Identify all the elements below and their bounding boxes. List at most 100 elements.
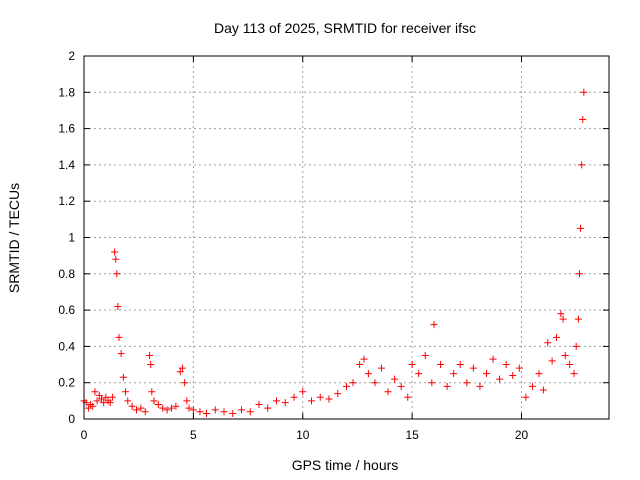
data-point [154, 400, 162, 408]
data-point [112, 255, 120, 263]
data-point [349, 379, 357, 387]
y-tick-label: 0 [68, 412, 75, 426]
x-tick-label: 10 [296, 428, 310, 442]
data-point [91, 388, 99, 396]
y-tick-label: 0.4 [58, 339, 75, 353]
data-point [264, 404, 272, 412]
data-point [316, 393, 324, 401]
data-point [570, 370, 578, 378]
data-point [515, 364, 523, 372]
data-point [255, 400, 263, 408]
data-point [115, 333, 123, 341]
data-point [421, 351, 429, 359]
data-point [203, 410, 210, 418]
data-point [196, 408, 204, 416]
data-point [384, 388, 392, 396]
y-tick-label: 1.4 [58, 158, 75, 172]
y-tick-label: 0.6 [58, 303, 75, 317]
data-point [343, 382, 350, 390]
x-tick-label: 0 [81, 428, 88, 442]
data-point [578, 161, 586, 169]
y-tick-label: 0.8 [58, 267, 75, 281]
y-tick-label: 1.2 [58, 194, 75, 208]
data-point [483, 370, 490, 378]
data-point [124, 397, 132, 405]
data-point [544, 339, 552, 347]
y-tick-label: 1 [68, 231, 75, 245]
chart-title: Day 113 of 2025, SRMTID for receiver ifs… [214, 20, 476, 36]
data-point [290, 393, 298, 401]
data-point [489, 355, 497, 363]
data-point [566, 361, 574, 369]
x-tick-label: 5 [190, 428, 197, 442]
data-point [84, 404, 92, 412]
data-point [128, 402, 136, 410]
data-point [119, 373, 127, 381]
data-point [456, 361, 464, 369]
data-point [189, 406, 197, 414]
data-point [150, 397, 158, 405]
data-point [476, 382, 484, 390]
data-point [106, 399, 114, 407]
data-point [100, 399, 108, 407]
data-point [141, 408, 149, 416]
data-point [114, 302, 122, 310]
data-point [95, 391, 103, 399]
data-point [325, 395, 333, 403]
data-point [502, 361, 510, 369]
x-tick-label: 15 [405, 428, 419, 442]
y-tick-label: 1.8 [58, 85, 75, 99]
data-point [579, 116, 587, 124]
data-point [528, 382, 536, 390]
data-point [102, 393, 110, 401]
data-point [574, 315, 582, 323]
data-point [559, 315, 567, 323]
data-point [176, 368, 184, 376]
data-point [111, 248, 119, 256]
data-point [146, 351, 154, 359]
data-point [577, 224, 585, 232]
data-point [496, 375, 504, 383]
data-point [356, 361, 364, 369]
data-point [463, 379, 471, 387]
data-point [220, 408, 228, 416]
points-layer [80, 88, 588, 418]
data-point [548, 357, 556, 365]
data-point [246, 408, 254, 416]
data-point [178, 364, 186, 372]
data-point [360, 355, 368, 363]
data-point [89, 402, 97, 410]
x-axis-label: GPS time / hours [292, 457, 399, 473]
data-point [185, 404, 193, 412]
data-point [580, 88, 588, 96]
data-point [443, 382, 451, 390]
data-point [229, 410, 237, 418]
data-point [211, 406, 219, 414]
data-point [437, 361, 445, 369]
data-point [397, 382, 405, 390]
data-point [371, 379, 379, 387]
data-point [408, 361, 416, 369]
y-axis-label: SRMTID / TECUs [6, 183, 22, 293]
data-point [159, 404, 167, 412]
data-point [168, 404, 175, 412]
data-point [113, 270, 121, 278]
data-point [522, 393, 530, 401]
ticks-layer: 00.20.40.60.811.21.41.61.820 5 10 15 20 [58, 49, 609, 442]
data-point [391, 375, 399, 383]
data-point [163, 406, 171, 414]
data-point [404, 393, 412, 401]
data-point [539, 386, 547, 394]
data-point [137, 404, 145, 412]
data-point [172, 402, 180, 410]
data-point [334, 390, 342, 398]
data-point [469, 364, 477, 372]
data-point [148, 388, 156, 396]
data-point [238, 406, 245, 414]
data-point [93, 397, 101, 405]
data-point [572, 342, 580, 350]
data-point [98, 395, 105, 403]
data-point [535, 370, 543, 378]
data-point [575, 270, 583, 278]
